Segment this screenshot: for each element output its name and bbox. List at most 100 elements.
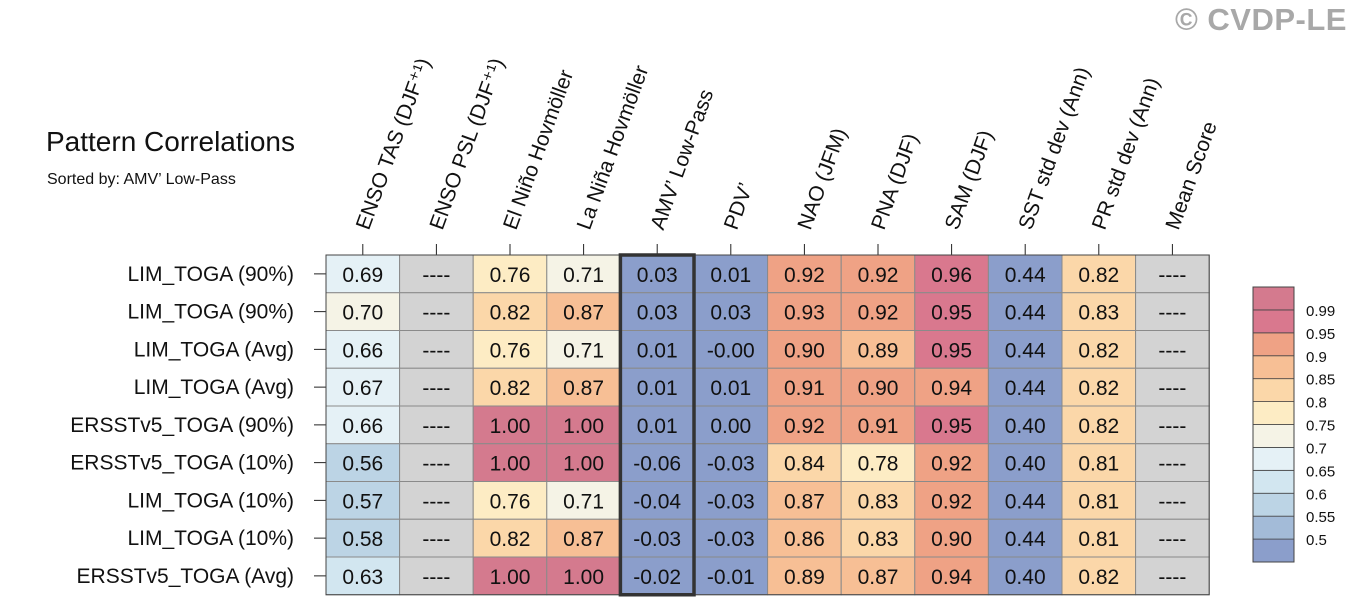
colorbar-segment (1252, 447, 1295, 471)
heatmap-cell (987, 254, 1063, 294)
cell-value: 0.00 (710, 415, 751, 438)
heatmap-cell (914, 443, 989, 482)
heatmap-cell (472, 330, 548, 369)
colorbar-tick-label: 0.55 (1306, 509, 1335, 526)
heatmap-cell (693, 556, 769, 596)
highlight-box (618, 253, 696, 597)
row-label: LIM_TOGA (90%) (127, 263, 294, 286)
heatmap-cell (325, 254, 401, 294)
cell-value: 0.82 (1078, 339, 1119, 362)
heatmap-cell (914, 254, 989, 294)
heatmap-cell (693, 254, 769, 294)
cell-value: -0.02 (633, 566, 681, 589)
cell-value: 0.87 (784, 490, 825, 513)
colorbar-segment (1252, 378, 1295, 402)
colorbar-segment (1252, 355, 1295, 380)
column-label: SAM (DJF) (941, 127, 998, 232)
cell-value: 0.83 (858, 528, 899, 551)
cell-value: 0.87 (563, 377, 604, 400)
cell-value: 0.66 (342, 415, 383, 438)
heatmap-cell (840, 481, 916, 520)
row-labels: LIM_TOGA (90%) LIM_TOGA (90%) LIM_TOGA (Av… (70, 263, 326, 588)
row-label: LIM_TOGA (10%) (127, 489, 294, 512)
colorbar-tick-label: 0.5 (1306, 532, 1327, 549)
row-label: LIM_TOGA (90%) (127, 301, 294, 324)
heatmap-cell (693, 367, 769, 407)
cell-value: ---- (422, 302, 450, 325)
cell-value: 0.92 (858, 264, 899, 287)
cell-value: 0.82 (1078, 415, 1119, 438)
colorbar-segment (1252, 515, 1295, 540)
column-label: ENSO TAS (DJF⁺¹) (352, 55, 435, 233)
cell-value: 0.01 (637, 415, 678, 438)
cell-value: -0.00 (707, 339, 755, 362)
cell-value: 0.95 (931, 415, 972, 438)
heatmap-cell (325, 443, 401, 482)
heatmap-cell (399, 443, 474, 482)
cell-value: 0.44 (1005, 264, 1046, 287)
colorbar-segment (1252, 492, 1295, 517)
cell-value: 0.71 (563, 264, 604, 287)
cell-value: 0.84 (784, 453, 825, 476)
cell-value: 0.92 (784, 415, 825, 438)
cell-value: 0.66 (342, 339, 383, 362)
heatmap-cell (325, 518, 401, 558)
cell-value: ---- (1158, 453, 1186, 476)
cell-value: 0.94 (931, 566, 972, 589)
cell-value: 0.03 (637, 264, 678, 287)
grid-frame (325, 254, 1210, 596)
heatmap-cell (987, 518, 1063, 558)
cell-value: 0.57 (342, 490, 383, 513)
heatmap-cell (399, 292, 474, 331)
cell-value: 0.81 (1078, 490, 1119, 513)
cell-value: 0.83 (858, 490, 899, 513)
heatmap-cells: 0.69 ---- 0.76 0.71 0.03 0.01 0.92 0.92 0.96 0.44… (325, 254, 1210, 596)
column-label: El Niño Hovmöller (499, 67, 578, 233)
cell-value: ---- (1158, 528, 1186, 551)
heatmap-cell (546, 443, 621, 482)
heatmap-cell (693, 443, 769, 482)
column-label: PR std dev (Ann) (1088, 75, 1164, 233)
colorbar-tick-label: 0.7 (1306, 440, 1327, 457)
cell-value: ---- (1158, 339, 1186, 362)
cell-value: 0.67 (342, 377, 383, 400)
heatmap-cell (1061, 254, 1137, 294)
colorbar-tick-label: 0.99 (1306, 303, 1335, 320)
row-label: ERSSTv5_TOGA (10%) (70, 452, 294, 475)
heatmap-cell (325, 330, 401, 369)
heatmap-cell (546, 367, 621, 407)
colorbar-segment (1252, 401, 1295, 425)
cell-value: ---- (1158, 415, 1186, 438)
cell-value: 0.82 (490, 528, 531, 551)
cell-value: 0.82 (490, 302, 531, 325)
cell-value: -0.03 (707, 528, 755, 551)
heatmap-cell (325, 481, 401, 520)
cell-value: 0.87 (563, 302, 604, 325)
cell-value: 0.89 (784, 566, 825, 589)
heatmap-cell (546, 518, 621, 558)
column-label: PNA (DJF) (867, 131, 923, 233)
column-label: NAO (JFM) (793, 125, 851, 233)
cell-value: 0.71 (563, 339, 604, 362)
heatmap-cell (767, 556, 842, 596)
chart-title: Pattern Correlations (46, 126, 296, 157)
heatmap-cell (1061, 367, 1137, 407)
colorbar-tick-label: 0.75 (1306, 418, 1335, 435)
heatmap-cell (1135, 443, 1210, 482)
cell-value: 0.71 (563, 490, 604, 513)
column-label: AMV’ Low-Pass (646, 86, 718, 232)
cell-value: -0.04 (633, 490, 681, 513)
heatmap-cell (1061, 292, 1137, 331)
row-label: ERSSTv5_TOGA (Avg) (77, 565, 294, 588)
cell-value: 0.91 (858, 415, 899, 438)
heatmap-cell (472, 556, 548, 596)
cell-value: -0.03 (633, 528, 681, 551)
cell-value: 0.76 (490, 490, 531, 513)
cell-value: 0.01 (710, 377, 751, 400)
cell-value: 0.95 (931, 302, 972, 325)
heatmap-cell (914, 405, 989, 445)
cell-value: ---- (422, 377, 450, 400)
cell-value: 0.82 (490, 377, 531, 400)
heatmap-cell (1135, 367, 1210, 407)
cell-value: 1.00 (563, 415, 604, 438)
